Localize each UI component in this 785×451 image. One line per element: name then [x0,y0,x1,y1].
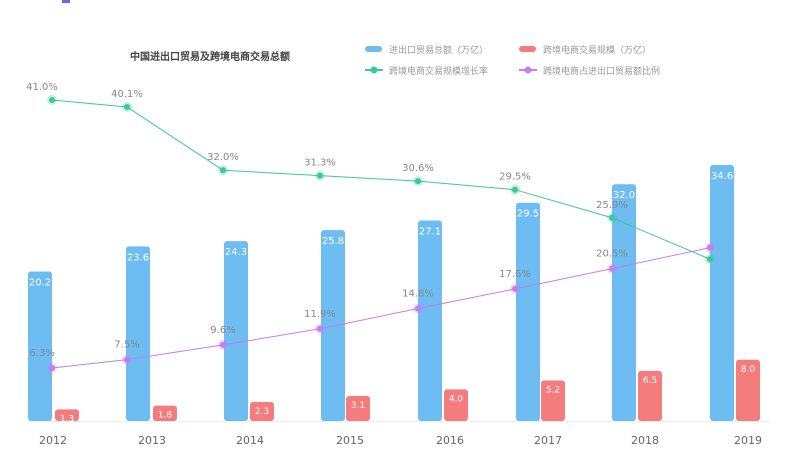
legend-marker [370,66,378,74]
legend-label: 跨境电商占进出口贸易额比例 [543,65,660,77]
legend-swatch [519,46,536,52]
legend-label: 跨境电商交易规模（万亿） [543,44,651,56]
bar-label: 3.1 [351,401,365,411]
x-tick-label: 2019 [734,434,762,447]
growth-rate-point [220,167,226,174]
bar-trade-total [516,202,540,421]
bar-label: 20.2 [29,278,51,289]
growth-rate-point [124,104,130,111]
ratio-point [220,341,226,348]
ratio-label: 7.5% [114,340,139,351]
growth-rate-label: 30.6% [402,163,434,174]
bar-label: 6.5 [643,376,657,386]
bar-label: 1.8 [158,411,173,421]
growth-rate-label: 25.9% [596,200,628,211]
bar-trade-total [126,246,150,421]
x-tick-label: 2012 [39,434,67,447]
bar-label: 2.3 [255,407,269,417]
x-tick-label: 2018 [631,434,659,447]
growth-rate-label: 32.0% [207,152,239,163]
bar-label: 34.6 [711,171,733,182]
ratio-point [317,325,323,332]
ratio-point [49,365,55,371]
x-tick-label: 2013 [138,434,166,447]
chart-title: 中国进出口贸易及跨境电商交易总额 [130,50,290,63]
growth-rate-point [707,256,713,263]
bar-label: 8.0 [741,365,756,375]
bar-trade-total [321,230,345,421]
ratio-label: 20.5% [596,249,628,260]
bar-trade-total [28,271,52,421]
bar-trade-total [612,184,636,421]
bar-ecommerce [444,389,468,421]
ratio-label: 9.6% [210,325,235,336]
bar-trade-total [224,241,248,421]
legend-label: 进出口贸易总额（万亿） [389,44,488,56]
growth-rate-label: 41.0% [26,82,58,93]
x-tick-label: 2014 [236,434,264,447]
growth-rate-point [415,178,421,185]
ratio-label: 11.9% [304,309,336,320]
bar-ecommerce [346,396,370,421]
growth-rate-label: 40.1% [111,89,143,100]
top-left-marker [62,0,70,3]
growth-rate-point [512,186,518,193]
bar-trade-total [710,164,734,421]
x-tick-label: 2016 [436,434,464,447]
bar-label: 27.1 [419,226,441,237]
ratio-point [512,285,518,292]
ratio-point [609,265,615,272]
bar-label: 4.0 [449,394,464,404]
growth-rate-label: 29.5% [499,172,531,183]
bar-ecommerce [153,405,177,421]
legend-marker [524,66,532,74]
x-tick-label: 2015 [336,434,364,447]
ratio-point [415,305,421,312]
bar-label: 29.5 [517,209,539,220]
bar-label: 1.3 [60,414,74,424]
growth-rate-label: 31.3% [304,158,336,169]
bar-label: 24.3 [225,247,247,258]
bar-label: 23.6 [127,252,149,263]
bar-ecommerce [55,409,79,421]
ratio-point [707,244,713,251]
bar-ecommerce [638,370,662,421]
growth-rate-line [51,99,711,260]
x-tick-label: 2017 [534,434,562,447]
ratio-label: 6.3% [29,348,54,359]
bar-label: 5.2 [546,386,560,396]
growth-rate-point [609,214,615,221]
bar-ecommerce [541,380,565,421]
bar-label: 32.0 [613,190,635,201]
ratio-label: 17.6% [499,269,531,280]
ratio-label: 14.8% [402,289,434,300]
legend-label: 跨境电商交易规模增长率 [389,65,488,77]
ratio-line [51,247,711,369]
bar-ecommerce [736,359,760,421]
bar-label: 25.8 [322,236,344,247]
legend-swatch [365,46,382,52]
ratio-point [124,356,130,363]
growth-rate-point [317,172,323,179]
growth-rate-point [49,97,55,103]
bar-trade-total [418,220,442,421]
bar-ecommerce [250,401,274,421]
